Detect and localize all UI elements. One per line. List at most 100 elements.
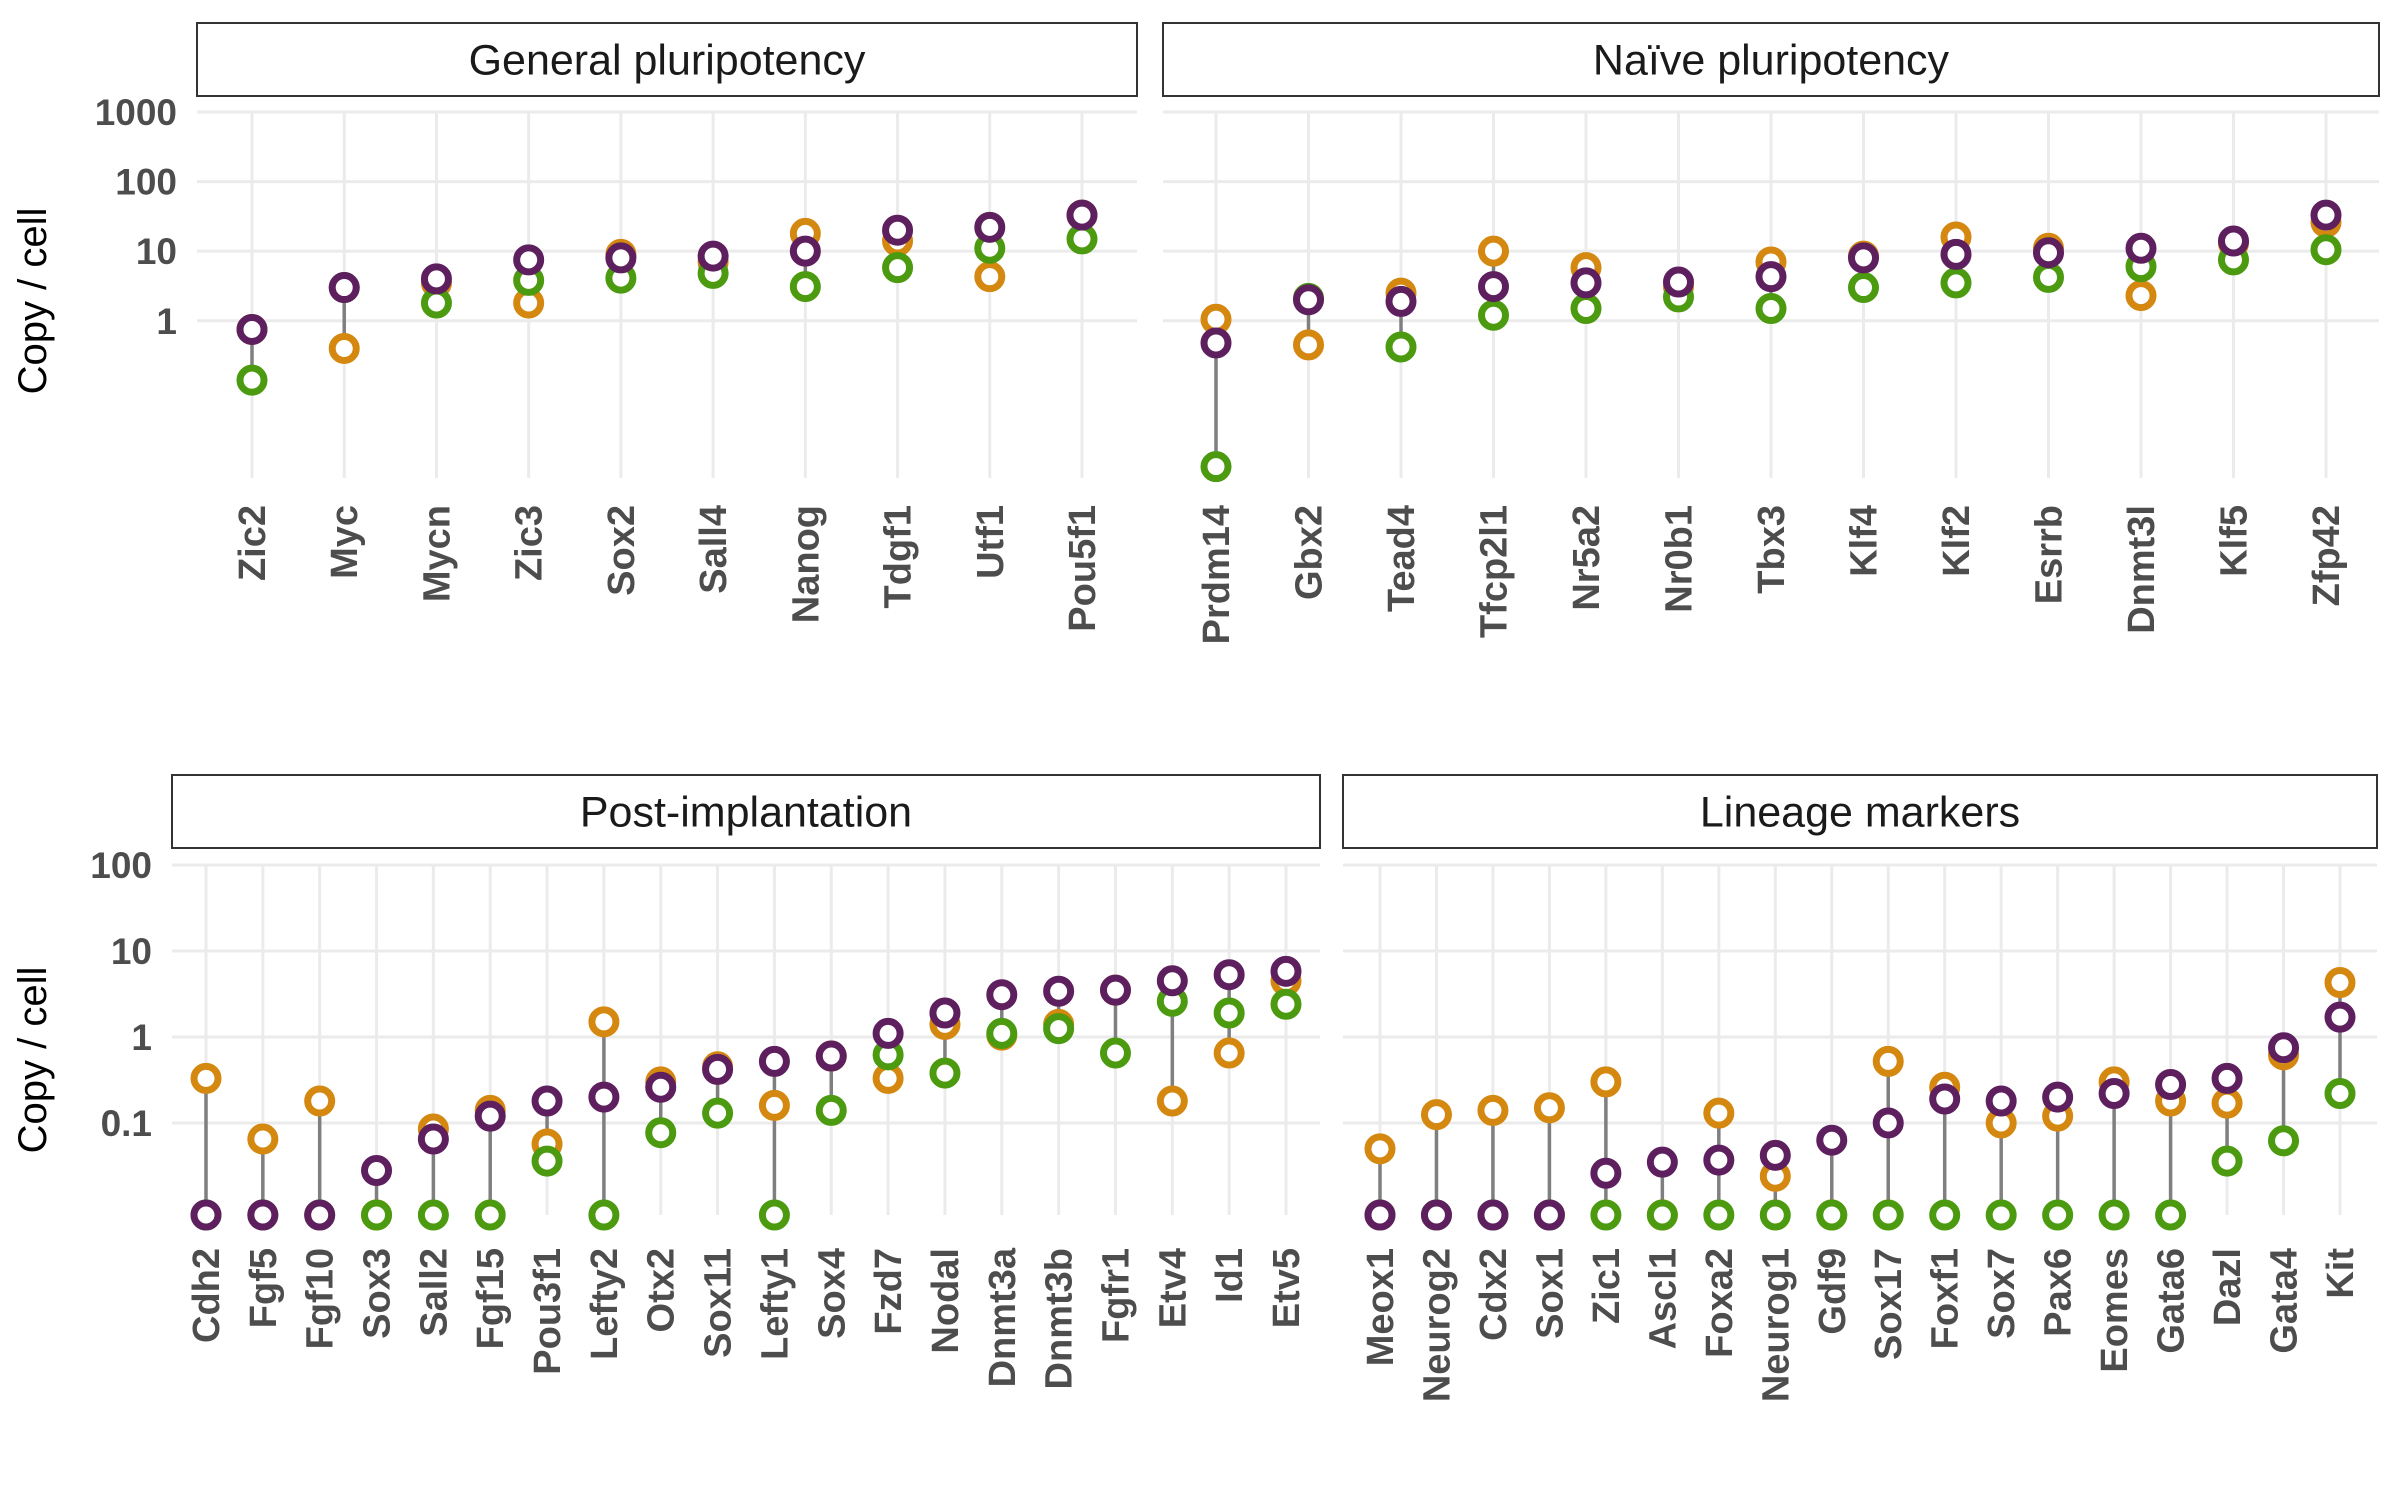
x-tick-label: Fgf15 (470, 1248, 512, 1349)
x-tick-label: Nodal (925, 1248, 967, 1354)
data-point-purple (1590, 1157, 1622, 1189)
data-point-purple (2268, 1032, 2300, 1064)
x-tick-label: Neurog2 (1416, 1248, 1458, 1402)
panel-1: General pluripotency 1 10 100 1000 Copy / cel… (11, 22, 1138, 632)
x-tick-label: Lefty2 (584, 1248, 626, 1360)
data-point-purple (1848, 242, 1879, 274)
data-point-purple (702, 1053, 734, 1085)
x-tick-label: Fgf5 (243, 1248, 285, 1328)
data-point-orange (1364, 1133, 1396, 1165)
x-tick-label: Kit (2320, 1248, 2362, 1299)
y-tick-label: 100 (90, 845, 152, 886)
x-tick-label: Tdgf1 (878, 505, 920, 608)
data-point-green (1872, 1199, 1904, 1231)
data-point-purple (2098, 1078, 2130, 1110)
data-point-purple (929, 997, 961, 1029)
panel-strip (196, 22, 1138, 97)
data-point-green (1703, 1199, 1735, 1231)
data-point-green (1213, 997, 1245, 1029)
x-tick-label: Fgf10 (300, 1248, 342, 1349)
data-point-orange (2125, 280, 2157, 312)
x-tick-label: Klf2 (1936, 505, 1978, 577)
data-point-green (2042, 1199, 2074, 1231)
data-point-purple (361, 1154, 393, 1186)
panel-title: General pluripotency (469, 37, 866, 85)
data-point-green (361, 1199, 393, 1231)
data-point-purple (1213, 959, 1245, 991)
x-tick-label: Zic1 (1586, 1248, 1628, 1324)
data-point-purple (697, 240, 729, 272)
x-tick-label: Dnmt3l (2121, 505, 2163, 634)
x-tick-label: Tead4 (1381, 505, 1423, 612)
x-tick-label: Sox7 (1981, 1248, 2023, 1339)
data-point-purple (190, 1199, 222, 1231)
data-point-purple (1533, 1199, 1565, 1231)
data-point-green (1043, 1013, 1075, 1045)
x-tick-label: Sox2 (601, 505, 643, 596)
x-tick-label: Cdx2 (1473, 1248, 1515, 1341)
x-tick-label: Otx2 (641, 1248, 683, 1332)
panel-4: Lineage markers Meox1 Neurog2 Cdx2 Sox1 Zic1 A… (1342, 774, 2378, 1402)
data-point-purple (1703, 1144, 1735, 1176)
data-point-purple (1270, 955, 1302, 987)
x-tick-label: Dazl (2207, 1248, 2249, 1326)
x-tick-label: Tfcp2l1 (1474, 505, 1516, 638)
x-tick-label: Pax6 (2038, 1248, 2080, 1337)
data-point-purple (1929, 1083, 1961, 1115)
data-point-purple (1759, 1139, 1791, 1171)
data-point-orange (1703, 1097, 1735, 1129)
data-point-orange (1156, 1085, 1188, 1117)
x-tick-label: Zic3 (509, 505, 551, 581)
data-point-green (1200, 451, 1232, 483)
x-tick-label: Gata6 (2151, 1248, 2193, 1354)
data-point-purple (815, 1040, 847, 1072)
x-tick-label: Utf1 (970, 505, 1012, 579)
x-tick-label: Cdh2 (186, 1248, 228, 1343)
x-tick-label: Dnmt3b (1039, 1248, 1081, 1389)
data-point-orange (2324, 966, 2356, 998)
data-point-green (2098, 1199, 2130, 1231)
data-point-purple (1099, 974, 1131, 1006)
data-point-orange (1293, 329, 1324, 361)
data-point-purple (513, 244, 545, 276)
x-tick-label: Mycn (416, 505, 458, 602)
data-point-orange (190, 1062, 222, 1094)
x-tick-label: Zfp42 (2306, 505, 2348, 606)
data-point-purple (1293, 284, 1324, 316)
x-tick-label: Fzd7 (868, 1248, 910, 1335)
data-point-orange (2211, 1087, 2243, 1119)
data-point-green (815, 1094, 847, 1126)
data-point-purple (872, 1017, 904, 1049)
x-tick-label: Eomes (2094, 1248, 2136, 1373)
data-point-purple (420, 263, 452, 295)
data-point-purple (2310, 199, 2342, 231)
x-tick-label: Zic2 (232, 505, 274, 581)
data-point-purple (1477, 1199, 1509, 1231)
x-tick-label: Neurog1 (1755, 1248, 1797, 1402)
data-point-green (1590, 1199, 1622, 1231)
data-point-green (1929, 1199, 1961, 1231)
data-point-green (2310, 234, 2342, 266)
data-point-purple (1066, 199, 1098, 231)
data-point-purple (1478, 271, 1509, 303)
data-point-purple (304, 1199, 336, 1231)
data-point-orange (1477, 1094, 1509, 1126)
data-point-purple (236, 313, 268, 345)
data-point-green (1570, 293, 1602, 325)
data-point-green (986, 1017, 1018, 1049)
x-tick-label: Tbx3 (1751, 505, 1793, 594)
x-tick-label: Ascl1 (1642, 1248, 1684, 1349)
data-point-green (2324, 1078, 2356, 1110)
data-point-green (2211, 1145, 2243, 1177)
data-point-purple (328, 272, 360, 304)
data-point-green (1646, 1199, 1678, 1231)
x-tick-label: Klf4 (1844, 505, 1886, 577)
x-tick-label: Gata4 (2264, 1248, 2306, 1354)
data-point-purple (758, 1045, 790, 1077)
data-point-green (1848, 272, 1879, 304)
panel-title: Post-implantation (580, 789, 912, 837)
x-tick-label: Sox17 (1868, 1248, 1910, 1360)
y-tick-label: 1 (131, 1017, 152, 1058)
data-point-purple (974, 211, 1006, 243)
data-point-purple (2125, 232, 2157, 264)
